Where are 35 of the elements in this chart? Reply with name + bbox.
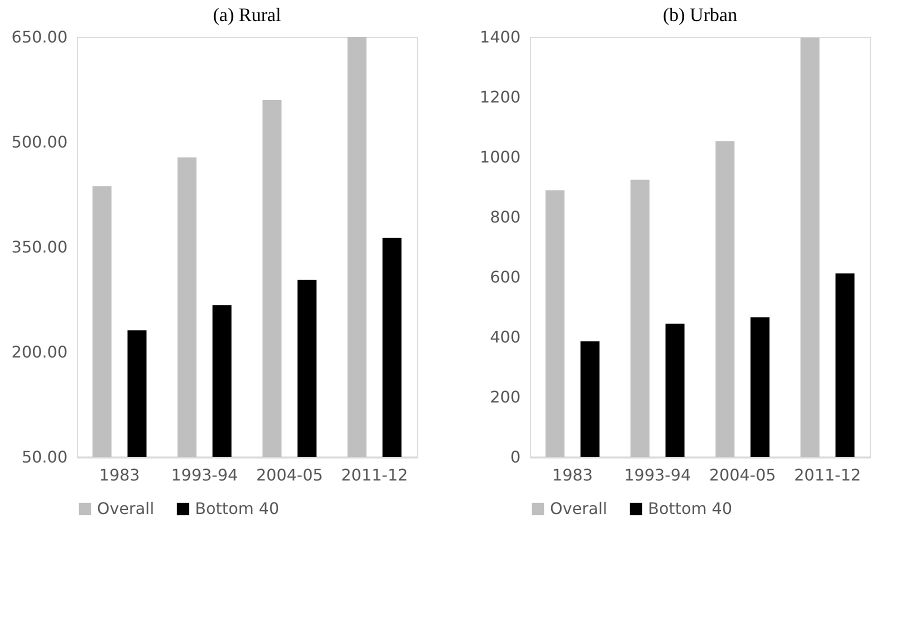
y-tick-label: 400 (490, 328, 520, 346)
bar (546, 190, 564, 457)
x-tick-label: 2011-12 (341, 466, 408, 484)
bar (630, 180, 650, 457)
bar (666, 324, 684, 457)
y-tick-label: 650.00 (12, 28, 68, 46)
y-tick-label: 50.00 (22, 448, 68, 466)
bar (750, 317, 770, 457)
y-tick-label: 1200 (480, 88, 520, 106)
x-tick-label: 2004-05 (709, 466, 776, 484)
x-tick-label: 1983 (552, 466, 593, 484)
x-tick-label: 1993-94 (171, 466, 238, 484)
legend-label: Overall (550, 499, 608, 518)
y-tick-label: 200 (490, 388, 520, 406)
y-tick-label: 800 (490, 208, 520, 226)
y-tick-label: 0 (510, 448, 520, 466)
legend-label: Overall (97, 499, 154, 518)
legend-label: Bottom 40 (648, 499, 732, 518)
y-tick-label: 1000 (480, 148, 520, 166)
y-tick-label: 200.00 (12, 342, 68, 362)
y-tick-label: 600 (490, 268, 520, 286)
bar (716, 141, 734, 457)
x-tick-label: 1983 (99, 466, 140, 484)
legend-label: Bottom 40 (195, 499, 280, 518)
chart-title: (b) Urban (662, 5, 738, 26)
x-tick-label: 2004-05 (256, 466, 323, 484)
y-tick-label: 350.00 (12, 238, 68, 256)
x-tick-label: 1993-94 (624, 466, 691, 484)
bar (836, 273, 854, 457)
bar (800, 38, 820, 457)
bar (580, 341, 600, 457)
y-tick-label: 500.00 (12, 132, 68, 152)
chart-title: (a) Rural (212, 5, 282, 26)
x-tick-label: 2011-12 (794, 466, 861, 484)
y-tick-label: 1400 (480, 28, 520, 46)
